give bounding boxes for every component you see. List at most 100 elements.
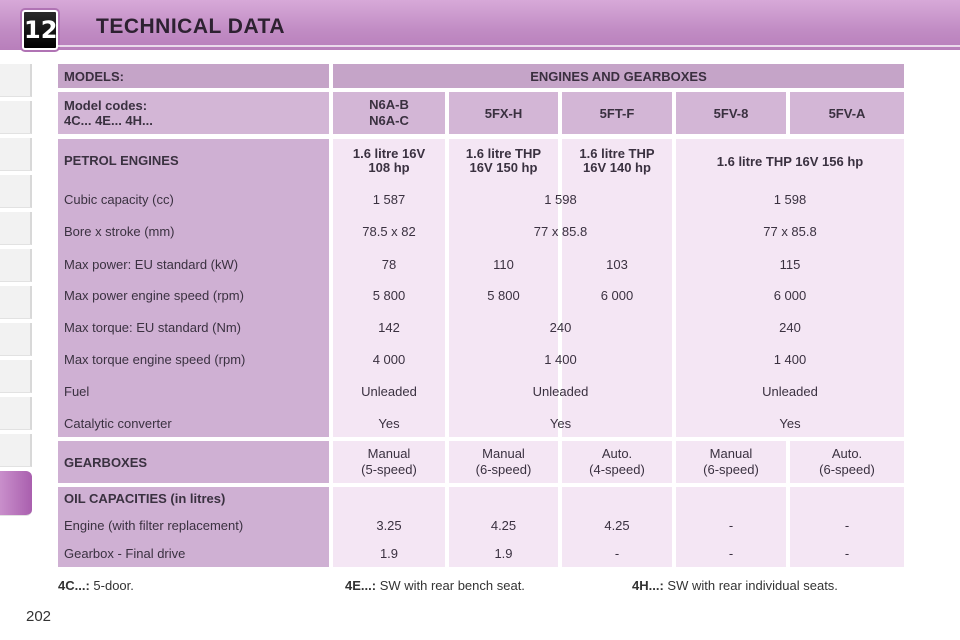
engine-oil-value: - xyxy=(844,517,850,533)
footnote-text: 5-door. xyxy=(89,578,134,593)
row-value: 6 000 xyxy=(600,287,634,303)
row-value: 1 598 xyxy=(773,191,807,207)
gearbox-cell: Manual (6-speed) xyxy=(676,441,786,483)
engine-column-4 xyxy=(676,139,904,437)
footnote-4h: 4H...: SW with rear individual seats. xyxy=(632,578,838,593)
engine-column-2 xyxy=(449,139,558,437)
chapter-tab[interactable] xyxy=(0,212,32,245)
gearboxes-label: GEARBOXES xyxy=(58,441,329,483)
gearbox-cell: Manual (5-speed) xyxy=(333,441,445,483)
row-value: 240 xyxy=(779,319,801,335)
chapter-tab[interactable] xyxy=(0,397,32,430)
model-codes-label: Model codes: 4C... 4E... 4H... xyxy=(58,92,329,134)
page-title: TECHNICAL DATA xyxy=(96,15,285,38)
header-bar xyxy=(0,0,960,50)
footnote-code: 4H...: xyxy=(632,578,664,593)
model-codes-line1: Model codes: xyxy=(64,98,148,113)
oil-column-2 xyxy=(449,487,558,567)
row-value: 77 x 85.8 xyxy=(763,223,817,239)
engine-oil-value: 4.25 xyxy=(604,517,630,533)
row-value: Yes xyxy=(549,415,572,431)
chapter-tab[interactable] xyxy=(0,434,32,467)
engine-name: 1.6 litre THP 16V 156 hp xyxy=(716,153,864,169)
engine-column-1 xyxy=(333,139,445,437)
engine-oil-label: Engine (with filter replacement) xyxy=(64,517,244,533)
chapter-tab[interactable] xyxy=(0,101,32,134)
row-value: 78.5 x 82 xyxy=(362,223,416,239)
row-value: Yes xyxy=(378,415,400,431)
chapter-tab[interactable] xyxy=(0,138,32,171)
gearbox-oil-value: - xyxy=(844,545,850,561)
page-number: 202 xyxy=(26,608,52,625)
gearbox-cell: Auto. (6-speed) xyxy=(790,441,904,483)
oil-column-4 xyxy=(676,487,786,567)
code-cell: N6A-B N6A-C xyxy=(333,92,445,134)
row-value: 240 xyxy=(549,319,572,335)
chapter-tab[interactable] xyxy=(0,360,32,393)
row-value: 4 000 xyxy=(372,351,406,367)
gearbox-cell: Auto. (4-speed) xyxy=(562,441,672,483)
row-label: Catalytic converter xyxy=(64,415,172,431)
row-value: 142 xyxy=(378,319,400,335)
oil-capacities-label: OIL CAPACITIES (in litres) xyxy=(64,490,226,506)
row-value: 103 xyxy=(606,256,628,272)
gearbox-oil-label: Gearbox - Final drive xyxy=(64,545,186,561)
row-value: 77 x 85.8 xyxy=(533,223,588,239)
code-cell: 5FX-H xyxy=(449,92,558,134)
models-header: MODELS: xyxy=(58,64,329,88)
engine-name: 1.6 litre THP 16V 140 hp xyxy=(579,146,655,175)
row-value: Unleaded xyxy=(361,383,417,399)
chapter-tab[interactable] xyxy=(0,64,32,97)
gearbox-oil-value: - xyxy=(614,545,620,561)
row-value: 1 400 xyxy=(773,351,807,367)
row-value: 110 xyxy=(493,256,514,272)
row-value: 5 800 xyxy=(372,287,406,303)
row-value: 1 598 xyxy=(544,191,577,207)
row-label: Max torque: EU standard (Nm) xyxy=(64,319,242,335)
chapter-badge: 12 xyxy=(22,10,58,50)
row-value: 1 587 xyxy=(372,191,406,207)
engine-name: 1.6 litre THP 16V 150 hp xyxy=(465,146,542,175)
chapter-tab[interactable] xyxy=(0,323,32,356)
engine-oil-value: 3.25 xyxy=(376,517,402,533)
row-value: 5 800 xyxy=(487,287,520,303)
chapter-tab[interactable] xyxy=(0,249,32,282)
oil-label-column xyxy=(58,487,329,567)
row-value: 6 000 xyxy=(773,287,807,303)
petrol-engines-label: PETROL ENGINES xyxy=(64,152,179,168)
footnote-4c: 4C...: 5-door. xyxy=(58,578,134,593)
oil-column-3 xyxy=(562,487,672,567)
gearbox-oil-value: 1.9 xyxy=(494,545,513,561)
engine-oil-value: - xyxy=(728,517,734,533)
footnote-text: SW with rear bench seat. xyxy=(376,578,525,593)
footnote-code: 4E...: xyxy=(345,578,377,593)
code-cell: 5FV-8 xyxy=(676,92,786,134)
footnote-code: 4C...: xyxy=(58,578,90,593)
row-label: Max power: EU standard (kW) xyxy=(64,256,239,272)
row-value: 78 xyxy=(381,256,397,272)
row-value: Unleaded xyxy=(532,383,589,399)
code-cell: 5FV-A xyxy=(790,92,904,134)
header-divider xyxy=(58,45,960,47)
chapter-tab-active[interactable] xyxy=(0,471,32,516)
row-label: Bore x stroke (mm) xyxy=(64,223,175,239)
chapter-tab[interactable] xyxy=(0,286,32,319)
chapter-tab[interactable] xyxy=(0,175,32,208)
footnote-4e: 4E...: SW with rear bench seat. xyxy=(345,578,525,593)
engine-name: 1.6 litre 16V 108 hp xyxy=(352,146,426,175)
footnote-text: SW with rear individual seats. xyxy=(663,578,838,593)
model-codes-line2: 4C... 4E... 4H... xyxy=(64,113,153,128)
row-value: 1 400 xyxy=(544,351,577,367)
engines-gearboxes-header: ENGINES AND GEARBOXES xyxy=(333,64,904,88)
row-label: Cubic capacity (cc) xyxy=(64,191,174,207)
row-label: Fuel xyxy=(64,383,90,399)
code-cell: 5FT-F xyxy=(562,92,672,134)
gearbox-cell: Manual (6-speed) xyxy=(449,441,558,483)
row-value: 115 xyxy=(779,256,801,272)
petrol-engines-label-column xyxy=(58,139,329,437)
chapter-tabs xyxy=(0,64,34,520)
oil-column-5 xyxy=(790,487,904,567)
gearbox-oil-value: - xyxy=(728,545,734,561)
gearbox-oil-value: 1.9 xyxy=(379,545,399,561)
oil-column-1 xyxy=(333,487,445,567)
